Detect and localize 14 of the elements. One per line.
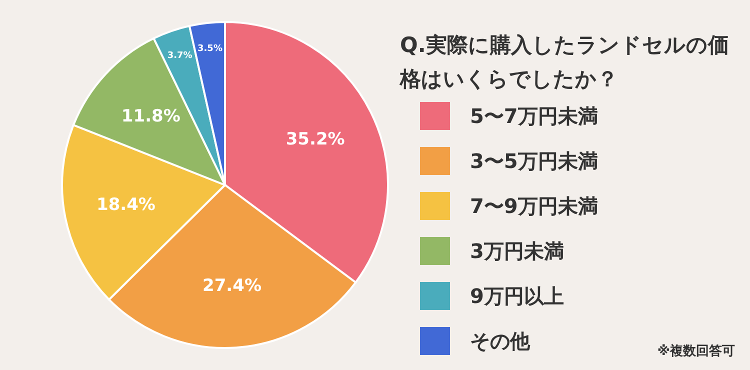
data-label: 11.8% [121,106,180,126]
legend-label: 9万円以上 [470,284,564,308]
legend-label: 5〜7万円未満 [470,104,598,128]
data-label: 3.7% [167,50,192,61]
legend-label: 7〜9万円未満 [470,194,598,218]
legend-label: 3万円未満 [470,239,564,263]
text: ※複数回答可 [657,343,735,359]
legend-label: その他 [470,329,531,353]
data-label: 27.4% [202,276,262,296]
data-label: 35.2% [286,130,345,150]
data-label: 18.4% [96,195,156,216]
legend-label: 3〜5万円未満 [470,149,598,173]
text: Q.実際に購入したランドセルの価格はいくらでしたか？ [400,32,730,93]
data-label: 3.5% [197,44,222,54]
